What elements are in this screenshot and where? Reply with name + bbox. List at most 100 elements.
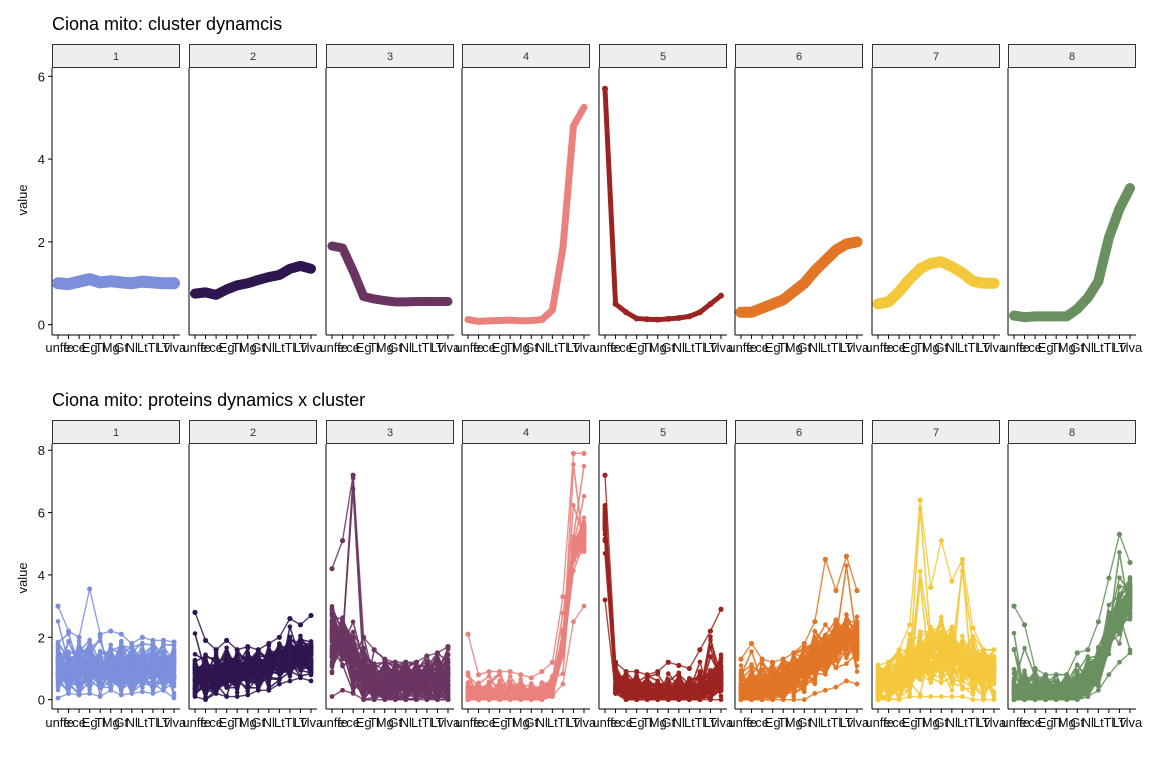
data-point xyxy=(623,676,629,681)
data-point xyxy=(623,697,629,703)
data-point xyxy=(140,664,145,669)
data-point xyxy=(371,689,377,695)
data-point xyxy=(108,680,114,685)
x-tick-label: Nl xyxy=(536,340,548,355)
data-point xyxy=(150,651,156,657)
data-point xyxy=(55,603,61,609)
data-point xyxy=(696,309,703,316)
data-point xyxy=(414,679,419,684)
data-point xyxy=(129,662,135,667)
x-tick-label: Nl xyxy=(400,340,412,355)
data-point xyxy=(329,626,335,631)
data-point xyxy=(234,680,240,686)
data-point xyxy=(560,594,566,600)
data-point xyxy=(644,316,651,323)
y-axis-title: value xyxy=(15,562,30,593)
data-point xyxy=(213,291,220,298)
data-point xyxy=(676,662,682,668)
facet-strip-label: 6 xyxy=(796,51,802,63)
facet-strip-label: 8 xyxy=(1069,51,1075,63)
data-point xyxy=(244,280,251,287)
data-point xyxy=(812,628,818,634)
data-point xyxy=(634,697,640,703)
data-point xyxy=(118,653,124,658)
data-point xyxy=(287,615,293,622)
data-point xyxy=(55,660,61,666)
data-point xyxy=(203,691,208,696)
data-point xyxy=(192,657,198,663)
data-point xyxy=(150,657,156,663)
data-point xyxy=(528,317,535,324)
data-point xyxy=(382,656,388,662)
data-point xyxy=(350,629,356,635)
x-tick-label: Lt xyxy=(684,715,695,730)
x-tick-label: Lv xyxy=(157,715,171,730)
x-tick-label: Lt xyxy=(547,715,558,730)
data-point xyxy=(350,672,356,678)
x-tick-label: ce xyxy=(482,340,496,355)
data-point xyxy=(87,586,93,592)
x-tick-label: Lt xyxy=(1093,340,1104,355)
data-point xyxy=(361,634,367,640)
data-point xyxy=(424,653,430,659)
facet-strip-label: 4 xyxy=(523,51,529,63)
data-point xyxy=(287,624,293,629)
data-point xyxy=(350,691,356,696)
x-tick-label: Tl xyxy=(1103,340,1114,355)
data-point xyxy=(697,697,703,703)
data-point xyxy=(213,667,219,673)
data-point xyxy=(486,697,492,703)
data-point xyxy=(266,647,272,653)
data-point xyxy=(875,300,881,307)
data-point xyxy=(192,631,198,636)
data-point xyxy=(160,637,167,644)
data-point xyxy=(76,639,82,644)
data-point xyxy=(676,673,682,678)
x-tick-label: Tlva xyxy=(709,340,734,355)
data-point xyxy=(507,688,513,694)
x-tick-label: Lt xyxy=(957,340,968,355)
data-point xyxy=(192,677,198,683)
data-point xyxy=(329,243,335,249)
data-point xyxy=(87,638,92,644)
x-tick-label: Nl xyxy=(809,340,821,355)
data-point xyxy=(697,691,703,697)
data-point xyxy=(171,669,177,674)
facet-strip-label: 2 xyxy=(250,51,256,63)
x-tick-label: Lt xyxy=(820,340,831,355)
data-point xyxy=(486,317,493,324)
data-point xyxy=(308,265,314,272)
data-point xyxy=(801,280,808,287)
data-point xyxy=(245,663,251,669)
facet-strip xyxy=(872,44,1000,68)
data-point xyxy=(748,309,755,316)
data-point xyxy=(780,296,787,303)
data-point xyxy=(708,668,713,674)
data-point xyxy=(171,656,177,661)
data-point xyxy=(277,677,282,682)
data-point xyxy=(255,671,261,677)
data-point xyxy=(192,651,198,657)
x-tick-label: Tlva xyxy=(162,340,187,355)
x-tick-label: Lv xyxy=(704,340,718,355)
data-point xyxy=(245,676,251,681)
data-point xyxy=(528,697,534,703)
data-point xyxy=(329,566,335,572)
data-point xyxy=(518,683,524,688)
data-point xyxy=(234,647,240,653)
data-point xyxy=(486,673,492,679)
data-point xyxy=(118,676,124,682)
series-line xyxy=(1009,183,1135,323)
facet-strip xyxy=(1008,44,1136,68)
x-tick-label: fe xyxy=(63,715,74,730)
data-point xyxy=(445,697,451,703)
data-point xyxy=(686,313,693,320)
data-point xyxy=(538,316,545,323)
data-point xyxy=(140,650,145,656)
data-point xyxy=(465,691,471,697)
facet-strip-label: 1 xyxy=(113,427,119,439)
data-point xyxy=(581,531,587,537)
